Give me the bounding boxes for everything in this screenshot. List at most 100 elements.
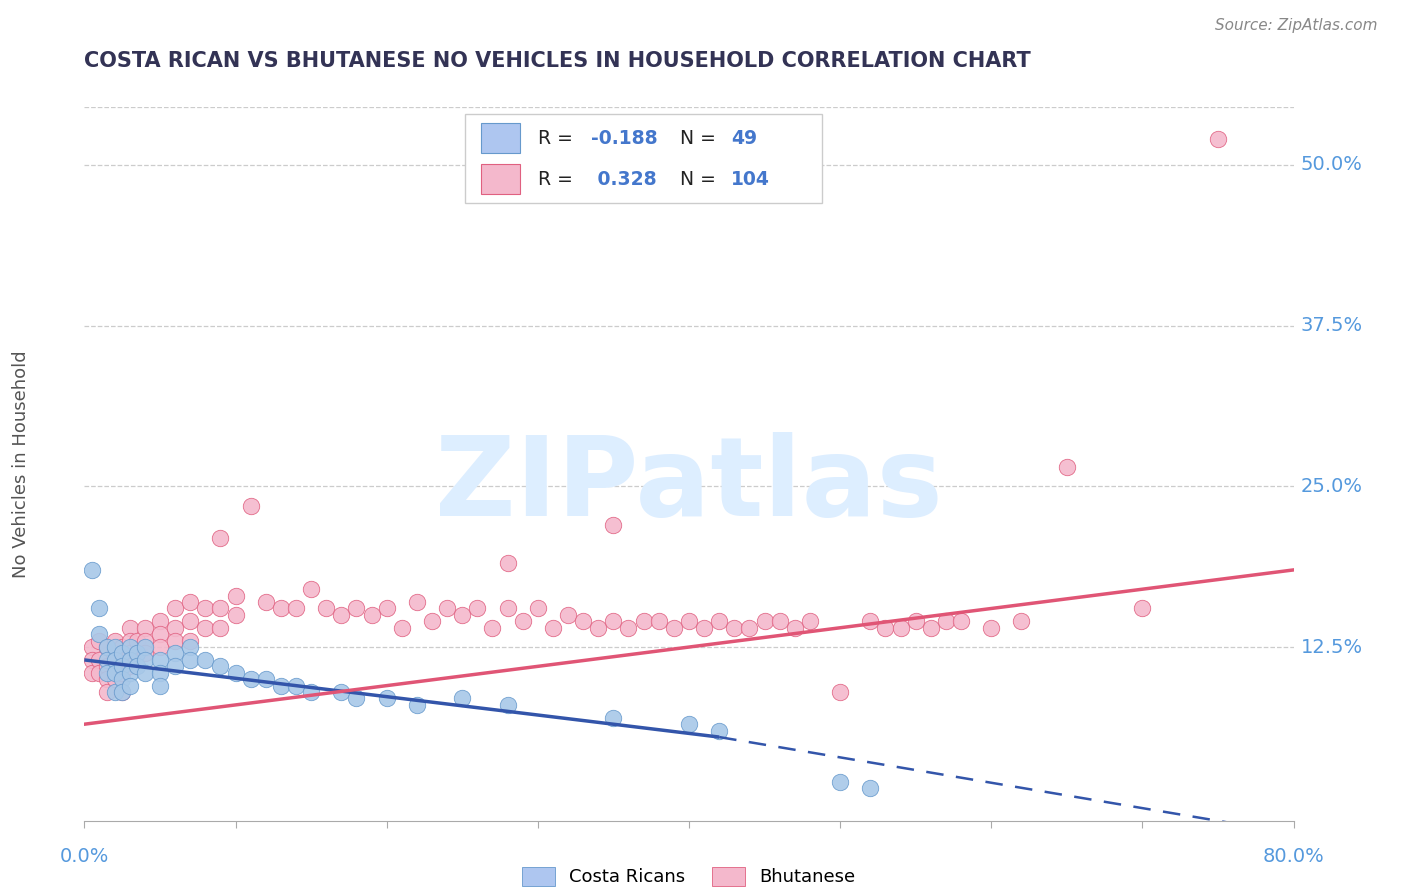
Point	[149, 640, 172, 654]
Point	[89, 601, 111, 615]
Point	[134, 633, 156, 648]
Point	[239, 672, 262, 686]
Point	[89, 653, 111, 667]
Point	[96, 665, 118, 680]
Point	[662, 621, 685, 635]
Text: 49: 49	[731, 128, 758, 148]
Text: N =: N =	[681, 128, 723, 148]
Point	[496, 698, 519, 712]
Point	[179, 615, 201, 629]
Point	[496, 557, 519, 571]
Point	[96, 685, 118, 699]
Text: 0.328: 0.328	[591, 169, 657, 189]
Point	[950, 615, 973, 629]
Point	[127, 659, 149, 673]
Point	[451, 607, 474, 622]
Text: 80.0%: 80.0%	[1263, 847, 1324, 866]
Text: 37.5%: 37.5%	[1301, 316, 1362, 335]
Point	[194, 621, 217, 635]
Point	[209, 601, 232, 615]
Text: R =: R =	[538, 128, 579, 148]
Point	[254, 672, 277, 686]
Text: 25.0%: 25.0%	[1301, 477, 1362, 496]
Point	[1206, 132, 1229, 146]
Text: 104: 104	[731, 169, 770, 189]
Point	[209, 531, 232, 545]
Point	[481, 621, 503, 635]
Point	[111, 685, 134, 699]
Text: R =: R =	[538, 169, 579, 189]
Point	[127, 633, 149, 648]
Point	[127, 647, 149, 661]
Point	[209, 621, 232, 635]
Point	[512, 615, 534, 629]
Point	[875, 621, 897, 635]
Point	[375, 691, 398, 706]
Point	[89, 665, 111, 680]
Point	[284, 601, 308, 615]
Text: -0.188: -0.188	[591, 128, 658, 148]
Point	[104, 633, 127, 648]
Point	[179, 595, 201, 609]
Point	[149, 665, 172, 680]
Point	[738, 621, 761, 635]
Point	[709, 723, 731, 738]
Point	[118, 653, 141, 667]
Point	[118, 621, 141, 635]
Point	[179, 653, 201, 667]
Point	[209, 659, 232, 673]
Point	[80, 653, 103, 667]
Point	[346, 691, 368, 706]
Point	[617, 621, 640, 635]
Text: N =: N =	[681, 169, 723, 189]
Point	[254, 595, 277, 609]
Point	[118, 665, 141, 680]
Point	[783, 621, 806, 635]
Point	[754, 615, 776, 629]
Point	[163, 647, 186, 661]
Point	[96, 653, 118, 667]
Point	[96, 659, 118, 673]
Legend: Costa Ricans, Bhutanese: Costa Ricans, Bhutanese	[515, 860, 863, 892]
Point	[406, 595, 429, 609]
Point	[467, 601, 489, 615]
Text: 0.0%: 0.0%	[59, 847, 110, 866]
Point	[633, 615, 655, 629]
Point	[80, 563, 103, 577]
Point	[602, 711, 624, 725]
Point	[678, 615, 700, 629]
Point	[104, 665, 127, 680]
Point	[830, 775, 852, 789]
Point	[693, 621, 716, 635]
Point	[1130, 601, 1153, 615]
Point	[920, 621, 942, 635]
Point	[602, 615, 624, 629]
Point	[134, 640, 156, 654]
Point	[647, 615, 671, 629]
Point	[80, 665, 103, 680]
Text: 12.5%: 12.5%	[1301, 638, 1362, 657]
Point	[134, 653, 156, 667]
Point	[96, 640, 118, 654]
FancyBboxPatch shape	[481, 123, 520, 153]
Point	[134, 647, 156, 661]
Point	[111, 647, 134, 661]
Point	[420, 615, 443, 629]
Point	[375, 601, 398, 615]
Point	[270, 679, 292, 693]
Point	[270, 601, 292, 615]
Point	[723, 621, 745, 635]
Point	[1056, 460, 1078, 475]
Point	[391, 621, 413, 635]
Point	[451, 691, 474, 706]
Point	[118, 679, 141, 693]
Point	[602, 517, 624, 532]
Text: 50.0%: 50.0%	[1301, 155, 1362, 175]
Point	[890, 621, 912, 635]
Point	[111, 665, 134, 680]
Point	[118, 640, 141, 654]
Point	[179, 640, 201, 654]
Point	[163, 621, 186, 635]
Point	[194, 601, 217, 615]
Point	[709, 615, 731, 629]
